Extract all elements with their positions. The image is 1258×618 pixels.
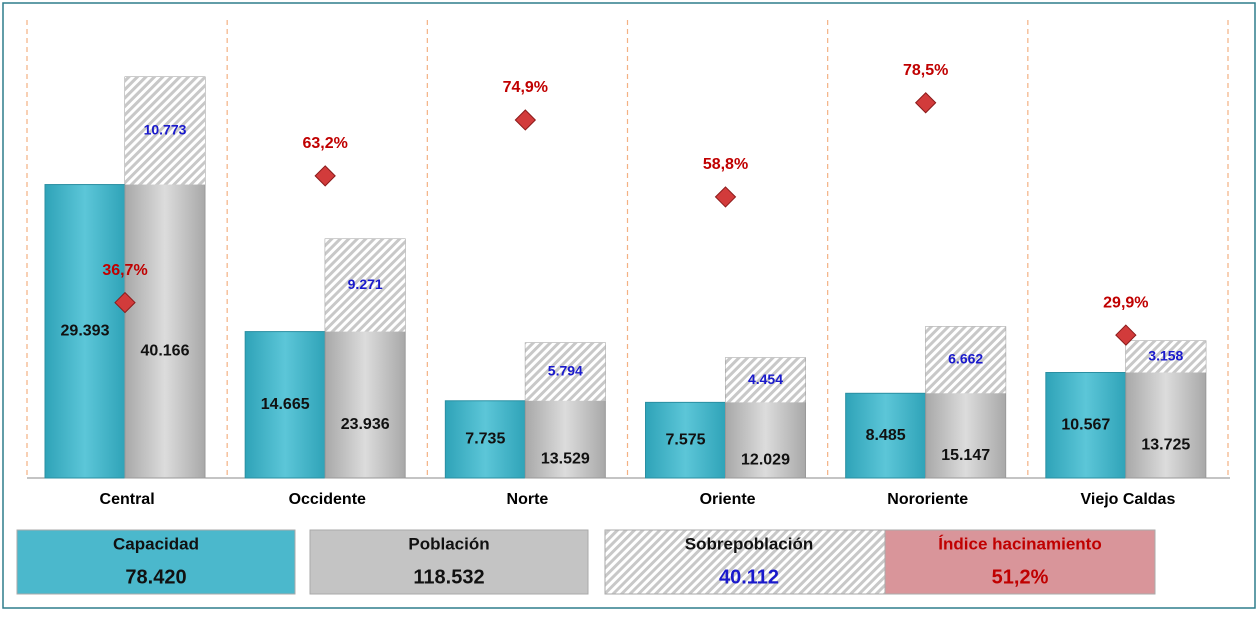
sobrepoblacion-bar [725,357,806,403]
sobrepoblacion-bar [1125,340,1206,373]
capacidad-bar [244,331,326,479]
poblacion-label: 23.936 [341,416,390,433]
sobrepoblacion-bar [325,239,406,332]
indice-label: 63,2% [302,135,347,152]
capacidad-bar [44,184,126,479]
capacidad-bar [1045,372,1127,479]
legend-name: Capacidad [113,534,199,553]
sobrepoblacion-label: 4.454 [748,371,783,387]
capacidad-label: 7.575 [665,431,705,448]
capacidad-label: 29.393 [61,322,110,339]
legend-total: 78.420 [125,566,186,588]
capacidad-label: 14.665 [261,396,310,413]
indice-marker [714,186,737,208]
indice-marker [514,109,537,131]
capacidad-label: 10.567 [1061,416,1110,433]
sobrepoblacion-label: 6.662 [948,351,983,367]
capacidad-label: 7.735 [465,431,505,448]
indice-label: 36,7% [102,262,147,279]
x-tick-label: Occidente [289,491,366,508]
indice-label: 29,9% [1103,294,1148,311]
poblacion-label: 15.147 [941,447,990,464]
legend-name: Índice hacinamiento [938,534,1101,553]
indice-marker [914,92,937,114]
legend-total: 51,2% [992,566,1049,588]
indice-label: 78,5% [903,62,948,79]
indice-label: 74,9% [503,79,548,96]
x-tick-label: Viejo Caldas [1080,491,1175,508]
indice-marker [314,165,336,187]
legend-name: Sobrepoblación [685,534,813,553]
poblacion-label: 12.029 [741,451,790,468]
sobrepoblacion-label: 9.271 [348,276,383,292]
legend-total: 118.532 [413,566,484,588]
capacidad-label: 8.485 [866,427,906,444]
poblacion-label: 13.529 [541,451,590,468]
legend-box [309,529,589,595]
x-tick-label: Nororiente [887,491,968,508]
legend-box [604,529,894,595]
legend-box [884,529,1156,595]
frame [2,2,1256,609]
poblacion-label: 13.725 [1141,436,1190,453]
sobrepoblacion-bar [925,326,1006,394]
indice-marker [1115,324,1137,346]
sobrepoblacion-bar [525,342,606,401]
legend-total: 40.112 [719,566,779,588]
sobrepoblacion-label: 5.794 [548,363,583,379]
indice-marker [114,291,136,314]
capacidad-bar [845,392,927,479]
x-tick-label: Oriente [700,491,756,508]
x-tick-label: Central [100,491,155,508]
indice-label: 58,8% [703,156,748,173]
sobrepoblacion-bar [125,77,205,185]
legend-name: Población [408,534,489,553]
x-tick-label: Norte [507,491,549,508]
legend-box [16,529,296,595]
poblacion-label: 40.166 [141,342,190,359]
sobrepoblacion-label: 3.158 [1148,347,1183,363]
sobrepoblacion-label: 10.773 [144,121,187,137]
